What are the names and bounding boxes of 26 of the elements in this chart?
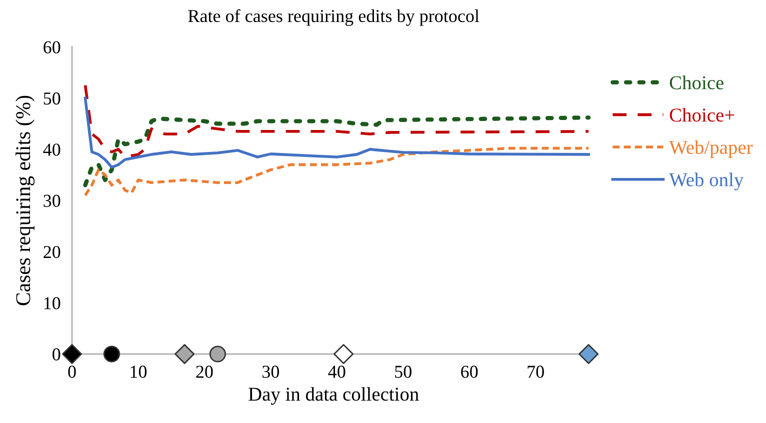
y-tick-label: 30 [44, 194, 60, 207]
legend-label: Choice+ [670, 108, 734, 122]
line-series [84, 146, 590, 197]
x-tick-label: 0 [68, 366, 76, 378]
x-tick-label: 40 [328, 366, 346, 378]
line-series [84, 84, 590, 158]
y-tick-label: 60 [44, 41, 60, 54]
y-tick-label: 50 [44, 92, 60, 105]
x-tick-label: 70 [528, 366, 544, 378]
y-tick-label: 40 [43, 144, 60, 156]
y-axis-title: Cases requiring edits (%) [16, 96, 35, 306]
legend-label: Web only [669, 172, 744, 190]
x-tick-label: 60 [461, 366, 478, 378]
legend-label: Choice [670, 76, 724, 90]
line-series [84, 96, 590, 169]
line-series [83, 116, 591, 188]
x-tick-label: 50 [395, 366, 412, 378]
chart-title: Rate of cases requiring edits by protocol [188, 9, 480, 26]
y-tick-label: 0 [52, 348, 60, 360]
legend-label: Web/paper [669, 140, 753, 158]
y-tick-label: 20 [44, 246, 60, 258]
x-tick-label: 30 [262, 366, 280, 378]
x-axis-title: Day in data collection [248, 387, 419, 405]
x-tick-label: 10 [130, 366, 147, 378]
y-tick-label: 10 [44, 297, 60, 310]
x-tick-label: 20 [196, 366, 213, 378]
